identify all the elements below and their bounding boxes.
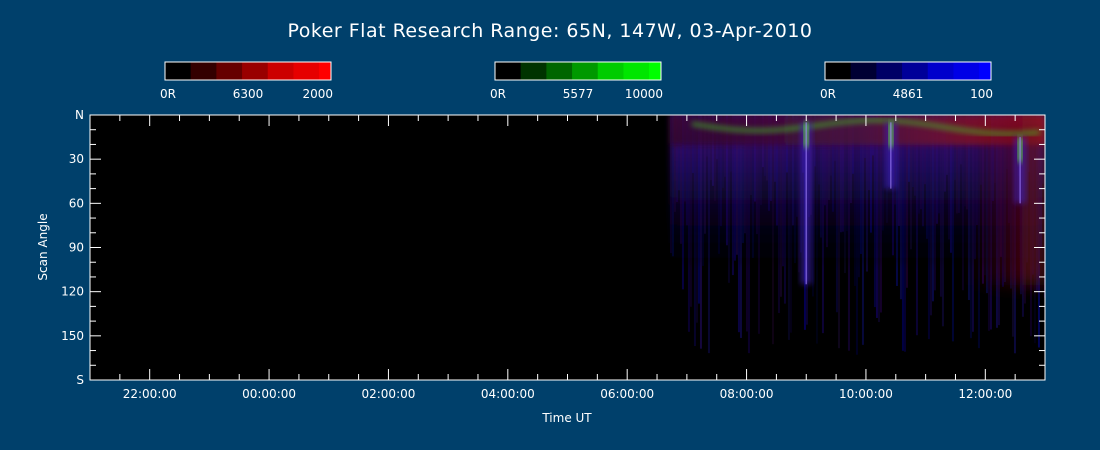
x-tick-label: 12:00:00 (958, 387, 1012, 401)
colorbar-5577: 0R 5577 10000 (490, 61, 663, 101)
red-emission-right (965, 115, 1045, 285)
y-tick-label: 60 (69, 196, 84, 210)
x-tick-label: 10:00:00 (839, 387, 893, 401)
colorbar-channel-label: 4861 (893, 87, 924, 101)
aurora-emission-layer (669, 115, 1045, 355)
colorbar-max-label: 2000 (302, 87, 333, 101)
colorbar-swatch (902, 62, 929, 80)
x-tick-label: 22:00:00 (123, 387, 177, 401)
x-tick-label: 00:00:00 (242, 387, 296, 401)
y-tick-label: 30 (69, 152, 84, 166)
colorbar-swatch (165, 62, 192, 80)
y-tick-label: S (76, 373, 84, 387)
x-tick-label: 04:00:00 (481, 387, 535, 401)
y-tick-label: N (75, 108, 84, 122)
x-tick-label: 02:00:00 (361, 387, 415, 401)
colorbar-swatch (216, 62, 243, 80)
colorbar-max-label: 100 (970, 87, 993, 101)
colorbar-channel-label: 5577 (563, 87, 594, 101)
y-tick-label: 120 (61, 285, 84, 299)
colorbar-swatch (876, 62, 903, 80)
colorbar-swatch (293, 62, 320, 80)
x-axis-title: Time UT (541, 411, 592, 425)
y-tick-label: 150 (61, 329, 84, 343)
colorbar-swatch (953, 62, 980, 80)
y-axis: N 30 60 90 120 150 S (61, 108, 1045, 387)
colorbar-4861: 0R 4861 100 (820, 61, 993, 101)
colorbar-swatch (242, 62, 269, 80)
colorbar-swatch (979, 62, 992, 80)
y-axis-title: Scan Angle (36, 213, 50, 280)
x-axis: 22:00:00 00:00:00 02:00:00 04:00:00 06:00:00… (89, 115, 1046, 401)
colorbar-swatch (546, 62, 573, 80)
colorbar-swatch (825, 62, 852, 80)
colorbar-swatch (520, 62, 547, 80)
colorbar-channel-label: 6300 (233, 87, 264, 101)
colorbar-swatch (572, 62, 599, 80)
chart-title: Poker Flat Research Range: 65N, 147W, 03… (287, 20, 812, 42)
colorbar-swatch (850, 62, 877, 80)
colorbar-swatch (495, 62, 522, 80)
x-tick-label: 06:00:00 (600, 387, 654, 401)
colorbar-min-label: 0R (160, 87, 176, 101)
colorbar-6300: 0R 6300 2000 (160, 61, 333, 101)
colorbar-frame (824, 61, 992, 81)
colorbar-swatch (649, 62, 662, 80)
colorbar-swatch (190, 62, 217, 80)
colorbar-min-label: 0R (490, 87, 506, 101)
y-tick-label: 90 (69, 241, 84, 255)
colorbar-max-label: 10000 (625, 87, 663, 101)
colorbar-swatch (267, 62, 294, 80)
colorbar-min-label: 0R (820, 87, 836, 101)
x-tick-label: 08:00:00 (720, 387, 774, 401)
colorbar-frame (164, 61, 332, 81)
colorbar-group: 0R 6300 2000 0R 5577 10000 0R 4861 100 (160, 61, 993, 101)
colorbar-swatch (319, 62, 332, 80)
colorbar-frame (494, 61, 662, 81)
colorbar-swatch (623, 62, 650, 80)
colorbar-swatch (927, 62, 954, 80)
colorbar-swatch (597, 62, 624, 80)
